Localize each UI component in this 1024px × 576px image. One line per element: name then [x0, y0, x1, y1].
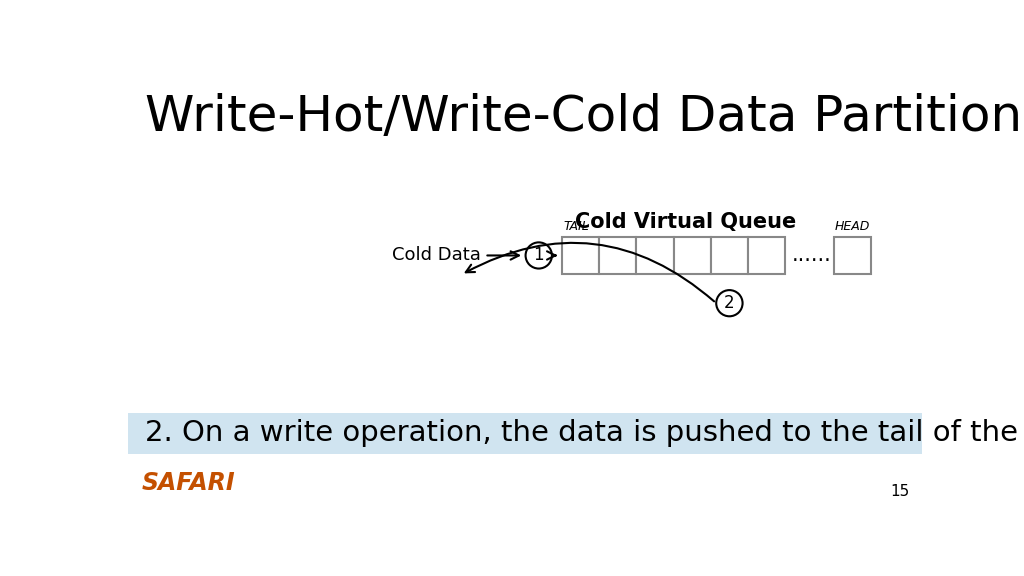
Text: TAIL: TAIL	[563, 220, 589, 233]
Text: 15: 15	[890, 484, 909, 499]
Bar	[562, 237, 599, 274]
Text: ......: ......	[792, 245, 831, 266]
Text: Cold Virtual Queue: Cold Virtual Queue	[575, 211, 797, 232]
Bar	[834, 237, 871, 274]
Text: SAFARI: SAFARI	[142, 471, 236, 495]
Bar	[128, 412, 922, 454]
Text: 2. On a write operation, the data is pushed to the tail of the cold virtual queu: 2. On a write operation, the data is pus…	[145, 419, 1024, 448]
Text: HEAD: HEAD	[835, 220, 870, 233]
Bar	[711, 237, 748, 274]
Bar	[636, 237, 674, 274]
Bar	[599, 237, 636, 274]
Text: Write-Hot/Write-Cold Data Partitioning Algorithm: Write-Hot/Write-Cold Data Partitioning A…	[145, 93, 1024, 141]
Text: 1: 1	[534, 247, 544, 264]
Text: 2: 2	[724, 294, 734, 312]
Text: Cold Data: Cold Data	[392, 247, 480, 264]
Bar	[674, 237, 711, 274]
Bar	[748, 237, 785, 274]
